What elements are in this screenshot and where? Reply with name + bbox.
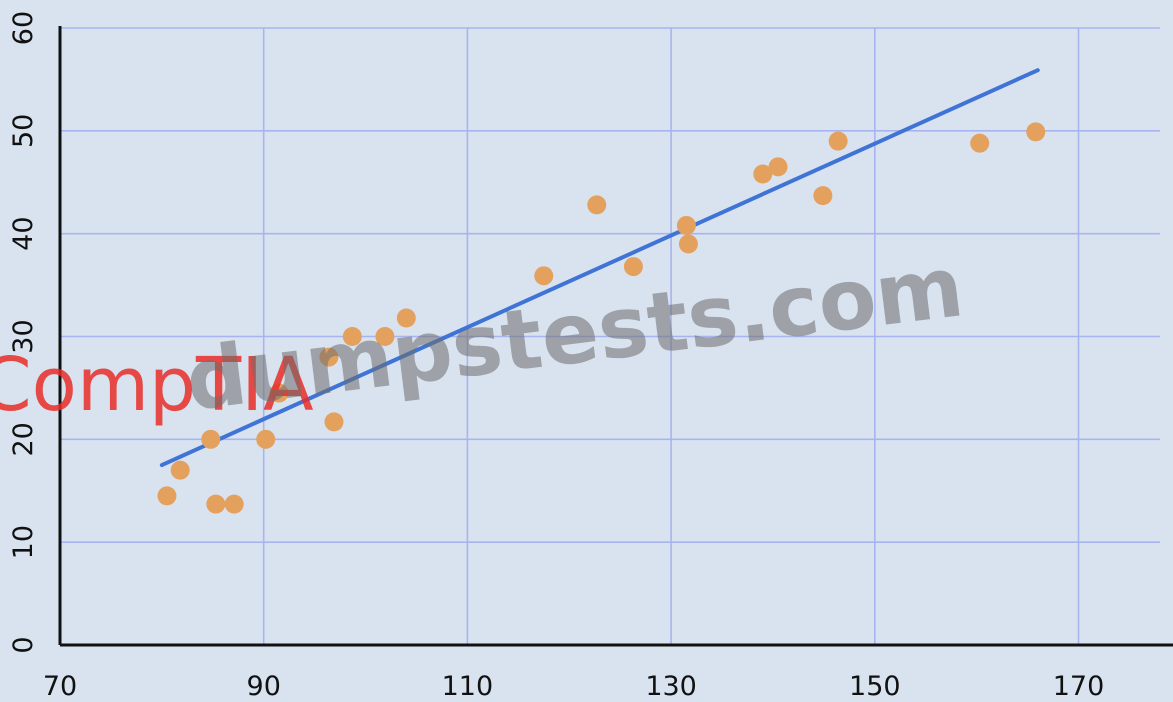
data-point-18 xyxy=(768,157,788,177)
data-points xyxy=(157,122,1046,514)
gridlines xyxy=(60,27,1160,645)
comptia-watermark: CompTIA xyxy=(0,342,314,428)
tick-labels: 70 90 110 130 150 170 0 10 20 30 40 50 60 xyxy=(8,11,1104,702)
data-point-5 xyxy=(256,429,276,449)
y-tick-label-50: 50 xyxy=(8,114,39,148)
data-point-17 xyxy=(753,164,773,184)
data-point-20 xyxy=(828,131,848,151)
data-point-12 xyxy=(534,266,554,286)
y-tick-label-0: 0 xyxy=(8,636,39,653)
data-point-1 xyxy=(170,460,190,480)
y-tick-label-10: 10 xyxy=(8,525,39,559)
data-point-0 xyxy=(157,486,177,506)
x-tick-label-170: 170 xyxy=(1053,671,1105,702)
data-point-7 xyxy=(319,347,339,367)
y-tick-label-20: 20 xyxy=(8,422,39,456)
data-point-13 xyxy=(587,195,607,215)
data-point-14 xyxy=(623,257,643,277)
data-point-16 xyxy=(678,234,698,254)
x-tick-label-130: 130 xyxy=(645,671,697,702)
data-point-21 xyxy=(970,133,990,153)
data-point-15 xyxy=(676,215,696,235)
data-point-11 xyxy=(396,308,416,328)
data-point-4 xyxy=(224,494,244,514)
y-tick-label-60: 60 xyxy=(8,11,39,45)
data-point-19 xyxy=(813,186,833,206)
data-point-10 xyxy=(375,327,395,346)
axes xyxy=(58,26,1173,647)
y-tick-label-40: 40 xyxy=(8,216,39,250)
x-tick-label-90: 90 xyxy=(247,671,281,702)
data-point-8 xyxy=(324,412,344,432)
x-tick-label-70: 70 xyxy=(43,671,77,702)
x-tick-label-110: 110 xyxy=(442,671,494,702)
trendline xyxy=(159,68,1040,468)
data-point-2 xyxy=(201,429,221,449)
y-tick-label-30: 30 xyxy=(8,319,39,353)
data-point-22 xyxy=(1026,122,1046,142)
data-point-6 xyxy=(269,383,289,403)
x-tick-label-150: 150 xyxy=(849,671,901,702)
data-point-3 xyxy=(206,494,226,514)
trendline-group xyxy=(159,68,1040,468)
data-point-9 xyxy=(342,327,362,346)
